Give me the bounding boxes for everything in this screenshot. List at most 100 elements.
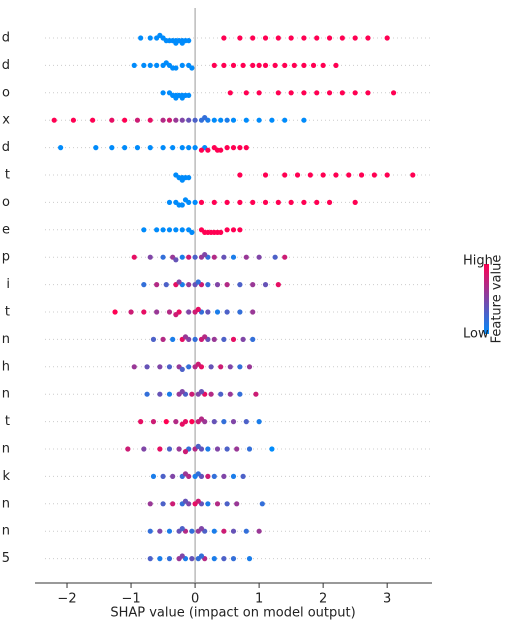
colorbar-low: Low <box>463 327 489 342</box>
point <box>144 364 150 370</box>
point <box>141 446 147 452</box>
point <box>230 556 237 562</box>
point <box>384 172 390 178</box>
y-tick-label: k <box>2 469 10 484</box>
point <box>221 35 227 41</box>
point <box>230 336 237 342</box>
point <box>205 147 211 153</box>
point <box>160 501 166 507</box>
point <box>176 279 182 285</box>
point <box>259 501 265 507</box>
point <box>237 391 243 397</box>
y-tick-label: n <box>2 496 10 511</box>
point <box>365 35 371 41</box>
point <box>166 364 173 370</box>
point <box>202 334 208 340</box>
point <box>326 199 333 205</box>
point <box>205 309 211 315</box>
point <box>195 279 201 285</box>
point <box>144 391 150 397</box>
point <box>237 282 243 288</box>
y-tick-label: p <box>2 250 10 265</box>
point <box>125 446 131 452</box>
point <box>253 391 259 397</box>
point <box>288 199 294 205</box>
point <box>301 199 307 205</box>
point <box>314 199 320 205</box>
point <box>256 90 262 96</box>
point <box>250 62 256 68</box>
point <box>272 254 278 260</box>
colorbar <box>484 264 489 334</box>
point <box>282 254 288 260</box>
point <box>198 553 205 559</box>
point <box>224 446 230 452</box>
point <box>314 90 320 96</box>
point <box>282 172 288 178</box>
point <box>262 35 269 41</box>
y-tick-label: n <box>2 387 10 402</box>
point <box>282 62 288 68</box>
point <box>141 282 147 288</box>
point <box>147 145 153 151</box>
point <box>221 254 227 260</box>
point <box>320 62 326 68</box>
point <box>166 528 173 534</box>
point <box>166 117 173 123</box>
point <box>256 117 262 123</box>
point <box>173 257 179 263</box>
point <box>211 117 217 123</box>
point <box>208 364 214 370</box>
point <box>147 254 153 260</box>
point <box>186 145 192 151</box>
point <box>186 309 192 315</box>
point <box>237 227 243 233</box>
point <box>192 145 198 151</box>
point <box>272 62 278 68</box>
point <box>179 254 185 260</box>
point <box>237 364 243 370</box>
point <box>147 35 153 41</box>
point <box>189 528 195 534</box>
y-tick-label: h <box>2 359 10 374</box>
point <box>173 419 179 425</box>
point <box>221 336 227 342</box>
point <box>410 172 416 178</box>
point <box>150 419 157 425</box>
point <box>227 364 233 370</box>
point <box>128 309 134 315</box>
point <box>288 35 294 41</box>
point <box>333 172 339 178</box>
point <box>141 227 147 233</box>
point <box>256 419 262 425</box>
point <box>384 35 390 41</box>
point <box>138 35 144 41</box>
point <box>160 90 166 96</box>
point <box>224 501 230 507</box>
point <box>154 309 160 315</box>
point <box>211 419 217 425</box>
point <box>211 62 217 68</box>
point <box>224 282 230 288</box>
point <box>157 446 163 452</box>
point <box>173 65 179 71</box>
x-tick-label: −2 <box>57 592 76 607</box>
point <box>157 32 163 39</box>
point <box>150 336 157 342</box>
point <box>205 473 211 479</box>
point <box>166 391 173 397</box>
point <box>230 473 237 479</box>
point <box>173 312 179 318</box>
point <box>352 35 358 41</box>
point <box>230 227 237 233</box>
point <box>211 473 217 479</box>
point <box>275 282 281 288</box>
point <box>134 117 141 123</box>
point <box>173 95 179 101</box>
point <box>301 35 307 41</box>
point <box>163 419 169 425</box>
point <box>208 391 214 397</box>
y-tick-label: d <box>2 140 10 155</box>
point <box>170 473 176 479</box>
